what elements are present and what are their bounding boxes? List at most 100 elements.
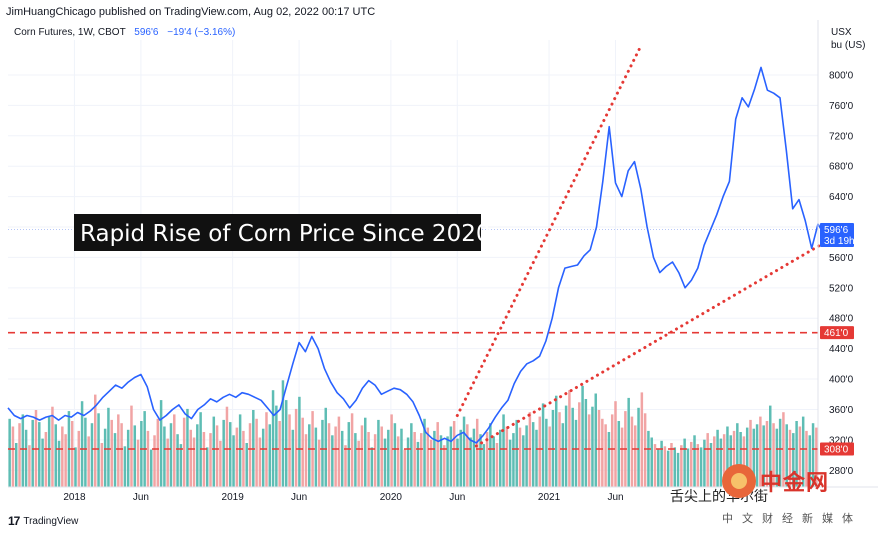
volume-bar	[229, 422, 232, 487]
volume-bar	[275, 405, 278, 487]
volume-bar	[317, 439, 321, 487]
volume-bar	[24, 429, 28, 487]
x-tick-label: 2021	[538, 492, 561, 503]
symbol-name: Corn Futures, 1W, CBOT	[14, 27, 126, 38]
chart-title-box: Rapid Rise of Corn Price Since 2020	[74, 214, 490, 251]
volume-bar	[584, 399, 588, 487]
volume-bar	[294, 408, 298, 487]
volume-bar	[126, 429, 130, 487]
volume-bar	[100, 443, 104, 487]
volume-bar	[334, 426, 337, 487]
volume-bar	[686, 448, 690, 487]
volume-bar	[627, 397, 630, 487]
volume-bar	[173, 414, 176, 487]
volume-bar	[581, 385, 584, 487]
volume-bar	[222, 419, 225, 487]
volume-bar	[475, 418, 479, 487]
chart-title: Rapid Rise of Corn Price Since 2020	[80, 221, 490, 247]
volume-bar	[44, 432, 48, 487]
volume-bar	[225, 406, 229, 487]
volume-bar	[512, 433, 515, 487]
volume-bar	[808, 435, 812, 487]
volume-bar	[74, 447, 77, 487]
volume-bar	[80, 401, 84, 487]
volume-bar	[281, 380, 285, 487]
volume-bar	[110, 419, 113, 487]
volume-bar	[416, 441, 420, 487]
volume-bar	[785, 424, 788, 487]
volume-bar	[301, 417, 304, 487]
volume-bar	[637, 407, 640, 487]
axes	[8, 20, 878, 488]
tradingview-logo[interactable]: 17 TradingView	[8, 514, 78, 528]
volume-bar	[762, 425, 765, 487]
volume-bar	[518, 427, 522, 487]
volume-bar	[314, 427, 318, 487]
volume-bar	[466, 424, 469, 487]
volume-bar	[107, 407, 110, 487]
volume-bar	[57, 440, 61, 487]
volume-bar	[479, 434, 482, 487]
volume-bar	[696, 444, 700, 487]
volume-bar	[182, 417, 186, 487]
volume-bar	[278, 421, 281, 487]
volume-bar	[370, 447, 374, 487]
volume-bar	[554, 395, 558, 487]
volume-bar	[729, 435, 732, 487]
volume-bar	[113, 433, 117, 487]
volume-bar	[47, 416, 51, 487]
y-tick-label: 720'0	[829, 131, 854, 142]
volume-bar	[235, 427, 239, 487]
volume-bar	[617, 421, 621, 487]
volume-bar	[722, 434, 726, 487]
volume-bar	[423, 418, 426, 487]
volume-bar	[693, 435, 696, 487]
volume-bar	[805, 430, 808, 487]
price-tag	[820, 442, 854, 456]
volume-bar	[788, 429, 792, 487]
volume-bar	[387, 429, 390, 487]
volume-bar	[660, 440, 663, 487]
volume-bar	[739, 432, 742, 487]
volume-bar	[410, 423, 413, 487]
volume-bar	[545, 418, 548, 487]
volume-bar	[522, 435, 525, 487]
volume-bar	[673, 447, 677, 487]
volume-bar	[166, 438, 169, 487]
volume-bar	[176, 434, 179, 487]
level-lines	[8, 229, 818, 450]
volume-bar	[383, 438, 387, 487]
volume-bar	[775, 428, 779, 487]
volume-bar	[561, 423, 565, 487]
volume-bar	[18, 423, 21, 487]
tradingview-logo-text: TradingView	[23, 515, 79, 527]
volume-bar	[400, 428, 403, 487]
grid	[8, 40, 818, 487]
volume-bar	[61, 426, 64, 487]
price-tag	[820, 326, 854, 340]
volume-bar	[331, 435, 334, 487]
volume-bar	[502, 414, 505, 487]
volume-bar	[324, 407, 327, 487]
trend-line	[455, 44, 643, 418]
price-tag-countdown: 3d 19h	[824, 236, 855, 247]
volume-bar	[117, 414, 120, 487]
volume-bar	[716, 429, 719, 487]
x-tick-label: Jun	[133, 492, 149, 503]
volume-bar	[798, 426, 802, 487]
volume-bar	[571, 407, 574, 487]
volume-bar	[196, 424, 199, 487]
volume-bar	[792, 433, 795, 487]
volume-bar	[54, 424, 57, 487]
volume-bar	[614, 401, 617, 487]
volume-bar	[630, 416, 634, 487]
volume-bar	[752, 428, 756, 487]
volume-bar	[472, 428, 476, 487]
volume-bar	[749, 419, 752, 487]
y-tick-label: 360'0	[829, 405, 854, 416]
watermark-title: 中金网	[760, 470, 830, 495]
volume-bar	[643, 413, 647, 487]
volume-bar	[130, 405, 133, 487]
volume-bar	[64, 434, 67, 487]
y-tick-label: 800'0	[829, 70, 854, 81]
